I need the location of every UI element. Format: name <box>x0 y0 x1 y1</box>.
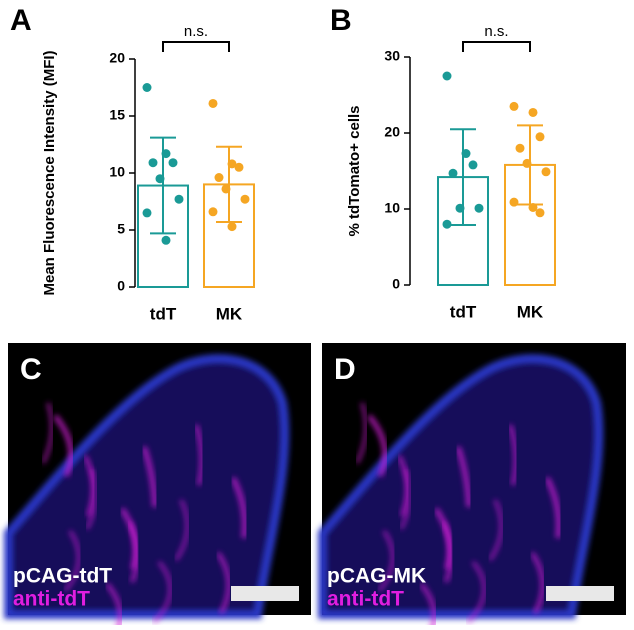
significance-bracket <box>162 41 230 52</box>
y-tick-label: 10 <box>384 200 400 216</box>
error-bar <box>216 145 242 224</box>
fiber <box>466 561 486 624</box>
fiber <box>152 561 172 624</box>
data-point <box>535 132 545 142</box>
data-point <box>234 162 244 172</box>
fiber <box>105 582 123 630</box>
x-tick-label: MK <box>216 304 243 323</box>
y-axis-label: % tdTomato+ cells <box>346 105 363 236</box>
fiber <box>83 455 96 517</box>
data-point <box>208 207 218 217</box>
fiber <box>230 476 248 539</box>
y-axis-label: Mean Fluorescence Intensity (MFI) <box>41 50 58 295</box>
fiber <box>544 476 562 539</box>
scale-bar <box>231 586 299 601</box>
data-point <box>148 158 158 168</box>
y-tick-label: 5 <box>117 221 125 237</box>
fiber <box>377 530 395 592</box>
x-tick-label: tdT <box>450 302 477 321</box>
fiber <box>355 402 368 464</box>
fiber <box>399 468 412 530</box>
y-tick-label: 0 <box>392 276 400 292</box>
fiber <box>367 414 388 478</box>
data-point <box>161 235 171 245</box>
fiber <box>419 582 437 630</box>
fiber <box>127 521 140 583</box>
fiber <box>174 499 189 561</box>
data-point <box>522 158 532 168</box>
fiber <box>141 446 158 508</box>
data-point <box>535 208 545 218</box>
caption-line: pCAG-tdT <box>13 565 112 588</box>
panel-label: C <box>20 353 42 386</box>
fiber <box>397 455 410 517</box>
data-point <box>474 203 484 213</box>
y-tick-label: 30 <box>384 48 400 64</box>
data-point <box>528 107 538 117</box>
data-point <box>221 184 231 194</box>
fiber <box>53 414 74 478</box>
fiber <box>441 521 454 583</box>
data-point <box>461 149 471 159</box>
x-tick-label: MK <box>517 302 544 321</box>
data-point <box>142 208 152 218</box>
data-point <box>240 194 250 204</box>
caption-line: pCAG-MK <box>327 565 426 588</box>
fiber <box>530 551 545 614</box>
panel-label: A <box>10 4 32 37</box>
fiber <box>455 446 472 508</box>
fiber <box>194 424 204 486</box>
y-tick-label: 20 <box>109 50 125 66</box>
data-point <box>168 158 178 168</box>
y-tick-label: 15 <box>109 107 125 123</box>
data-point <box>541 167 551 177</box>
data-point <box>515 143 525 153</box>
fiber <box>41 402 54 464</box>
panel-label: D <box>334 353 356 386</box>
data-point <box>208 98 218 108</box>
fiber <box>488 499 503 561</box>
fiber <box>216 551 231 614</box>
data-point <box>509 197 519 207</box>
data-point <box>442 71 452 81</box>
significance-label: n.s. <box>184 23 208 40</box>
data-point <box>227 159 237 169</box>
data-point <box>214 173 224 183</box>
fiber <box>508 424 518 486</box>
fiber <box>63 530 81 592</box>
y-tick-label: 10 <box>109 164 125 180</box>
data-point <box>442 219 452 229</box>
significance-bracket <box>462 41 531 52</box>
y-tick-label: 20 <box>384 124 400 140</box>
fiber <box>85 468 98 530</box>
data-point <box>448 168 458 178</box>
significance-label: n.s. <box>484 23 508 40</box>
data-point <box>142 83 152 92</box>
x-tick-label: tdT <box>150 304 177 323</box>
data-point <box>468 160 478 170</box>
panel-label: B <box>330 4 352 37</box>
data-point <box>455 203 465 213</box>
data-point <box>155 174 165 184</box>
data-point <box>174 194 184 204</box>
caption-line: anti-tdT <box>327 588 404 611</box>
data-point <box>227 222 237 232</box>
y-tick-label: 0 <box>117 278 125 294</box>
caption-line: anti-tdT <box>13 588 90 611</box>
scale-bar <box>546 586 614 601</box>
data-point <box>528 202 538 212</box>
data-point <box>509 101 519 111</box>
data-point <box>161 149 171 159</box>
